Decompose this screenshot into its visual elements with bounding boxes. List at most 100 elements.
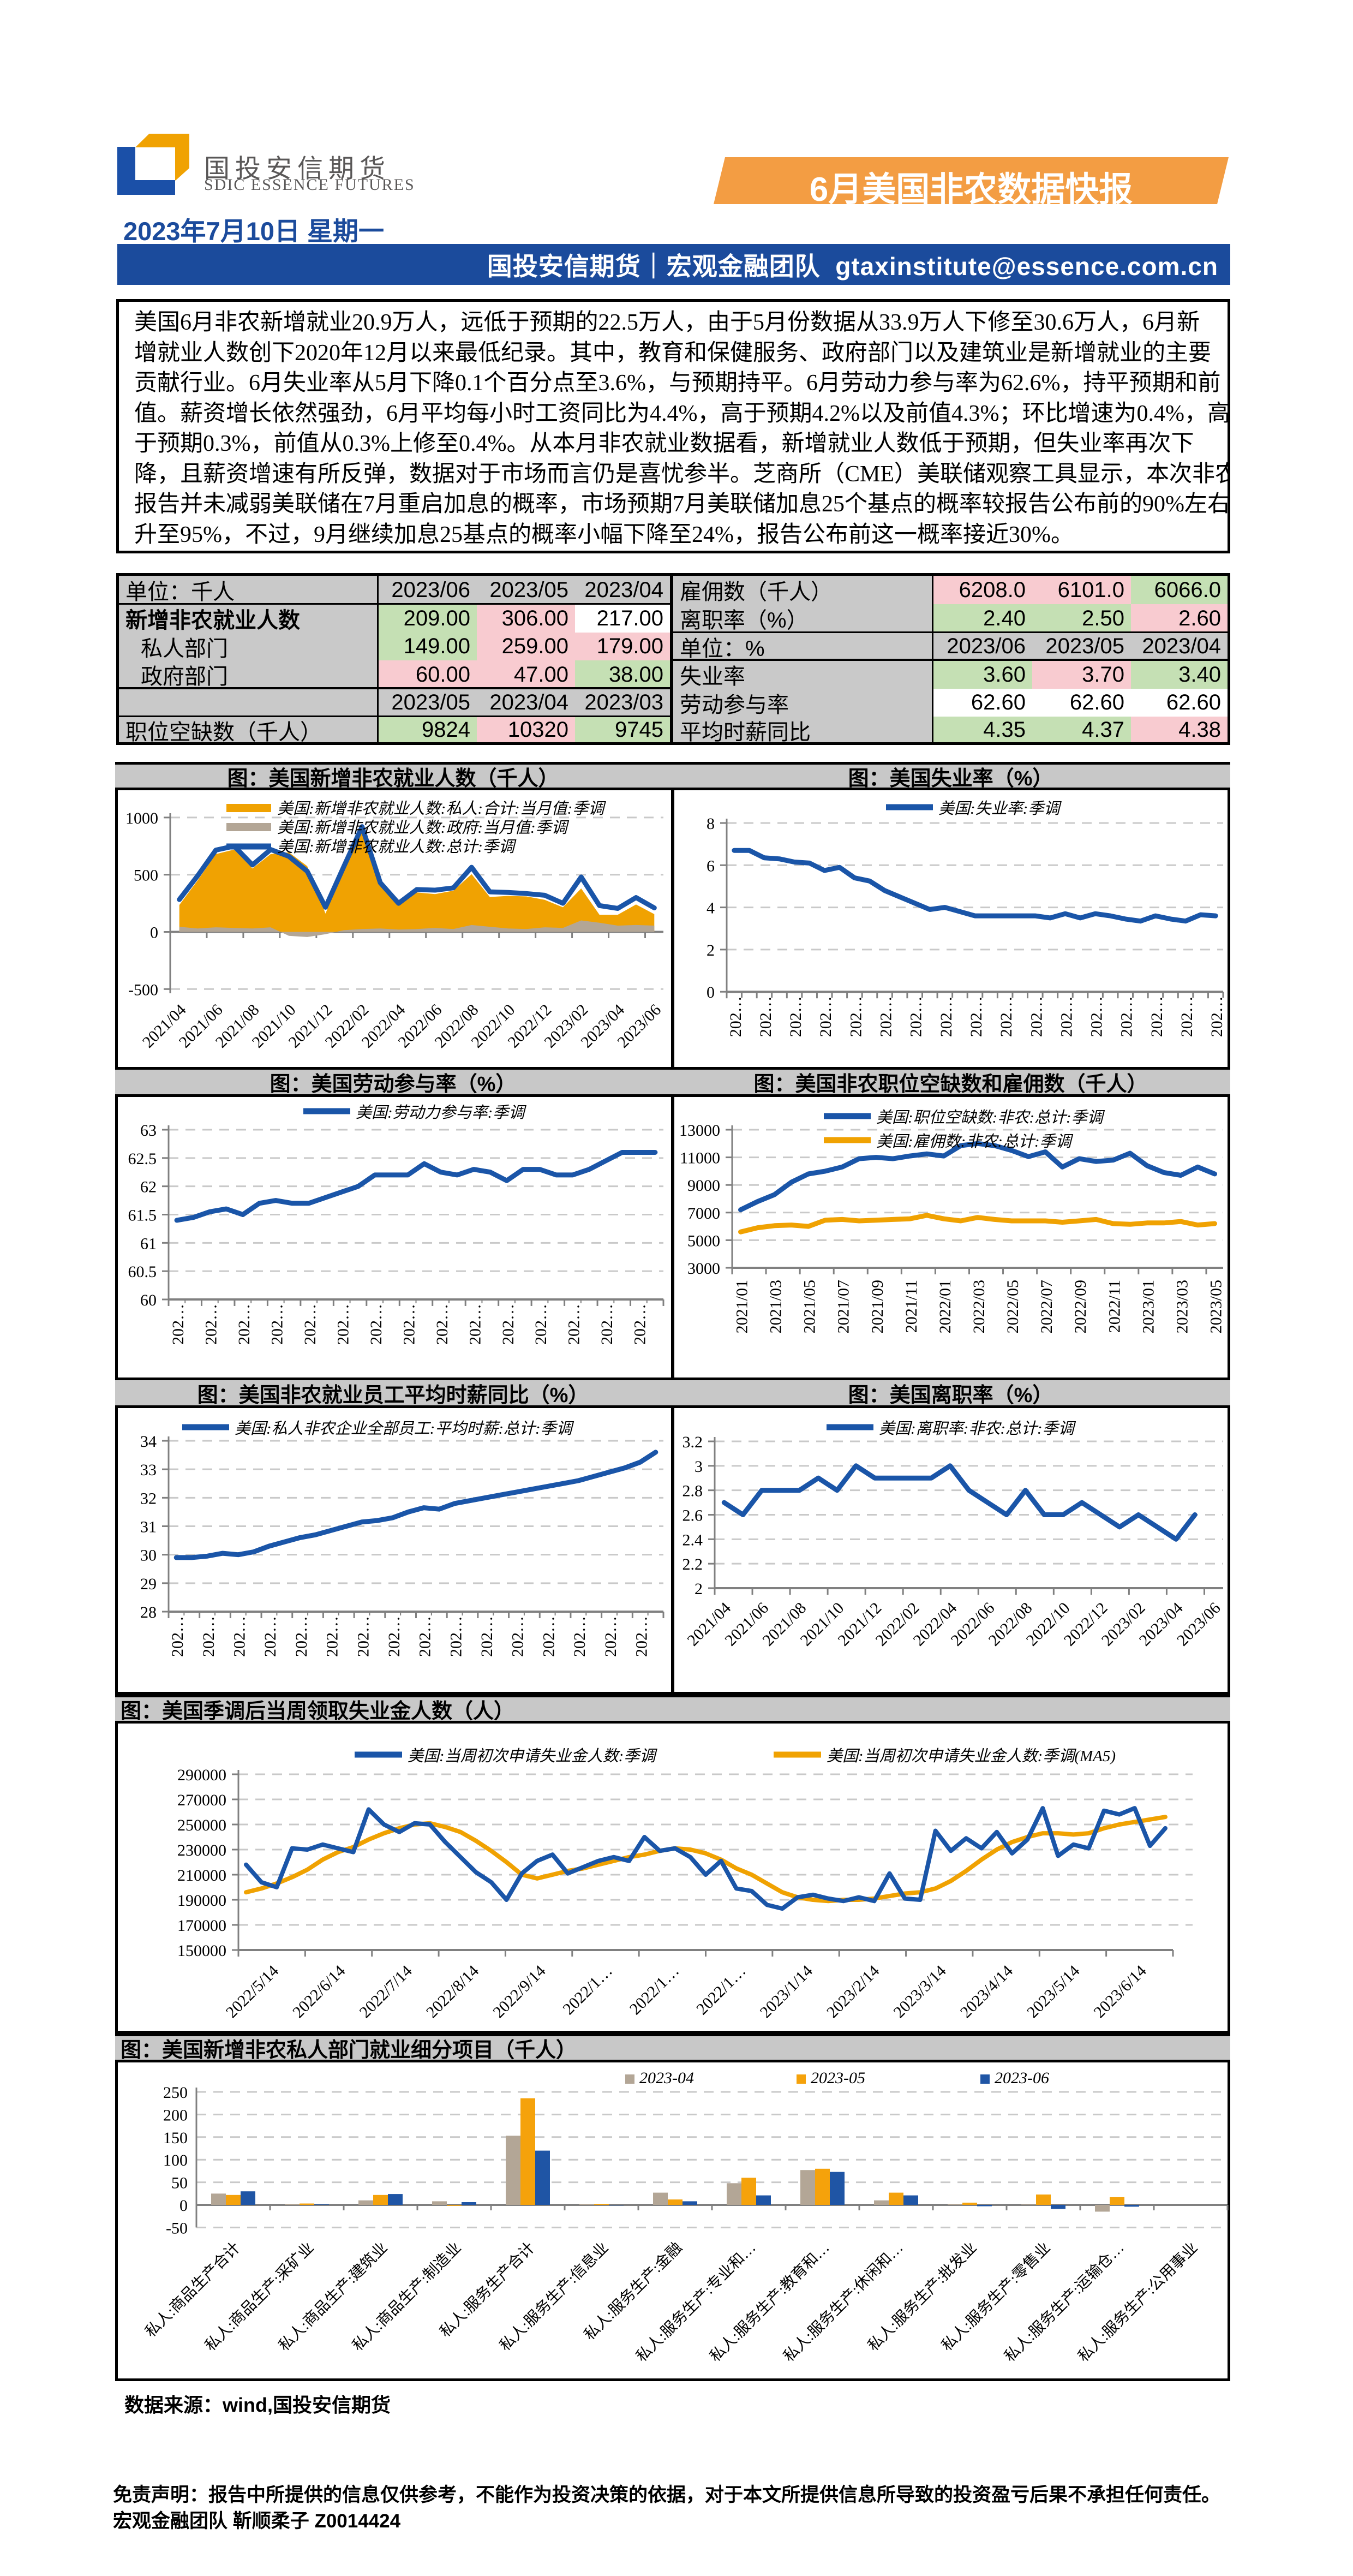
svg-text:202…: 202… [1208, 996, 1226, 1037]
svg-text:202…: 202… [1088, 996, 1106, 1037]
svg-text:0: 0 [707, 983, 715, 1001]
svg-text:2022/6/14: 2022/6/14 [289, 1962, 349, 2022]
svg-text:33: 33 [140, 1461, 157, 1479]
svg-text:290000: 290000 [177, 1766, 226, 1784]
svg-text:202…: 202… [817, 996, 835, 1037]
svg-text:7000: 7000 [687, 1204, 720, 1223]
svg-text:202…: 202… [540, 1616, 558, 1657]
svg-text:202…: 202… [997, 996, 1015, 1037]
svg-text:2.6: 2.6 [683, 1506, 703, 1524]
svg-text:2021/11: 2021/11 [902, 1280, 920, 1333]
svg-text:美国:职位空缺数:非农:总计:季调: 美国:职位空缺数:非农:总计:季调 [876, 1109, 1105, 1126]
svg-text:2022/11: 2022/11 [1105, 1280, 1123, 1333]
svg-text:9000: 9000 [687, 1177, 720, 1195]
svg-text:30: 30 [140, 1547, 157, 1565]
svg-text:3000: 3000 [687, 1260, 720, 1278]
svg-text:202…: 202… [1057, 996, 1075, 1037]
svg-text:2021/07: 2021/07 [835, 1280, 853, 1333]
svg-text:2023/2/14: 2023/2/14 [823, 1962, 883, 2022]
svg-text:60: 60 [140, 1291, 157, 1309]
svg-text:私人:服务生产:教育和…: 私人:服务生产:教育和… [707, 2239, 833, 2365]
svg-text:202…: 202… [1118, 996, 1136, 1037]
svg-text:2022/01: 2022/01 [936, 1280, 954, 1333]
svg-text:210000: 210000 [177, 1867, 226, 1885]
svg-text:2022/9/14: 2022/9/14 [489, 1962, 549, 2022]
svg-text:202…: 202… [301, 1304, 319, 1345]
svg-text:美国:私人非农企业全部员工:平均时薪:总计:季调: 美国:私人非农企业全部员工:平均时薪:总计:季调 [235, 1420, 574, 1438]
svg-text:2: 2 [695, 1580, 703, 1598]
svg-text:2023/4/14: 2023/4/14 [957, 1962, 1016, 2022]
svg-text:2023/3/14: 2023/3/14 [890, 1962, 949, 2022]
svg-text:私人:服务生产:休闲和…: 私人:服务生产:休闲和… [780, 2239, 907, 2365]
svg-text:202…: 202… [757, 996, 775, 1037]
svg-text:202…: 202… [202, 1304, 220, 1345]
svg-text:私人:服务生产:运输仓…: 私人:服务生产:运输仓… [1001, 2239, 1128, 2365]
svg-text:2022/1…: 2022/1… [693, 1962, 749, 2018]
svg-text:-500: -500 [128, 981, 158, 999]
svg-text:60.5: 60.5 [128, 1263, 157, 1281]
svg-text:170000: 170000 [177, 1917, 226, 1935]
svg-text:100: 100 [163, 2151, 188, 2169]
svg-text:2022/05: 2022/05 [1004, 1280, 1022, 1333]
svg-text:202…: 202… [354, 1616, 372, 1657]
svg-text:11000: 11000 [680, 1149, 720, 1167]
svg-text:250000: 250000 [177, 1816, 226, 1834]
svg-text:202…: 202… [367, 1304, 385, 1345]
svg-text:202…: 202… [632, 1616, 650, 1657]
svg-text:0: 0 [179, 2197, 188, 2215]
svg-text:2022/5/14: 2022/5/14 [223, 1962, 282, 2022]
svg-text:202…: 202… [787, 996, 805, 1037]
svg-text:32: 32 [140, 1489, 157, 1507]
svg-text:2021/05: 2021/05 [801, 1280, 819, 1333]
svg-text:202…: 202… [261, 1616, 279, 1657]
svg-text:202…: 202… [400, 1304, 418, 1345]
svg-text:202…: 202… [466, 1304, 484, 1345]
svg-text:202…: 202… [847, 996, 865, 1037]
svg-text:美国:新增非农就业人数:私人:合计:当月值:季调: 美国:新增非农就业人数:私人:合计:当月值:季调 [277, 800, 606, 818]
svg-text:美国:当周初次申请失业金人数:季调(MA5): 美国:当周初次申请失业金人数:季调(MA5) [827, 1748, 1116, 1765]
svg-text:2023/5/14: 2023/5/14 [1023, 1962, 1083, 2022]
svg-text:500: 500 [134, 867, 158, 885]
svg-text:美国:雇佣数:非农:总计:季调: 美国:雇佣数:非农:总计:季调 [876, 1133, 1074, 1150]
svg-text:2023/05: 2023/05 [1207, 1280, 1225, 1333]
svg-text:美国:失业率:季调: 美国:失业率:季调 [938, 800, 1062, 818]
svg-text:-50: -50 [166, 2219, 188, 2237]
svg-text:202…: 202… [231, 1616, 249, 1657]
svg-text:202…: 202… [478, 1616, 496, 1657]
svg-text:202…: 202… [268, 1304, 286, 1345]
svg-text:202…: 202… [499, 1304, 517, 1345]
svg-text:美国:离职率:非农:总计:季调: 美国:离职率:非农:总计:季调 [879, 1420, 1076, 1438]
svg-text:202…: 202… [385, 1616, 403, 1657]
svg-text:2023/03: 2023/03 [1173, 1280, 1191, 1333]
svg-text:202…: 202… [169, 1616, 187, 1657]
svg-text:8: 8 [707, 815, 715, 833]
svg-text:202…: 202… [235, 1304, 253, 1345]
svg-text:2023/6/14: 2023/6/14 [1090, 1962, 1150, 2022]
svg-text:2021/09: 2021/09 [869, 1280, 887, 1333]
svg-text:202…: 202… [598, 1304, 616, 1345]
svg-text:202…: 202… [169, 1304, 187, 1345]
svg-text:61.5: 61.5 [128, 1206, 157, 1224]
svg-text:0: 0 [150, 924, 158, 942]
svg-text:202…: 202… [324, 1616, 342, 1657]
svg-text:31: 31 [140, 1518, 157, 1536]
svg-text:2023/1/14: 2023/1/14 [757, 1962, 816, 2022]
svg-text:150: 150 [163, 2129, 188, 2147]
svg-text:28: 28 [140, 1603, 157, 1621]
svg-text:202…: 202… [602, 1616, 620, 1657]
svg-text:2023/01: 2023/01 [1139, 1280, 1157, 1333]
svg-text:202…: 202… [1027, 996, 1045, 1037]
svg-text:202…: 202… [334, 1304, 352, 1345]
svg-text:1000: 1000 [125, 809, 158, 827]
svg-text:202…: 202… [1178, 996, 1196, 1037]
svg-text:34: 34 [140, 1433, 157, 1451]
svg-text:2022/09: 2022/09 [1071, 1280, 1089, 1333]
svg-text:美国:新增非农就业人数:政府:当月值:季调: 美国:新增非农就业人数:政府:当月值:季调 [277, 819, 570, 837]
svg-text:13000: 13000 [679, 1122, 720, 1140]
svg-text:202…: 202… [200, 1616, 218, 1657]
svg-text:2022/1…: 2022/1… [626, 1962, 683, 2018]
svg-text:2022/03: 2022/03 [970, 1280, 988, 1333]
svg-text:3.2: 3.2 [683, 1433, 703, 1451]
svg-text:私人:服务生产:专业和…: 私人:服务生产:专业和… [633, 2239, 759, 2365]
svg-text:3: 3 [695, 1458, 703, 1476]
